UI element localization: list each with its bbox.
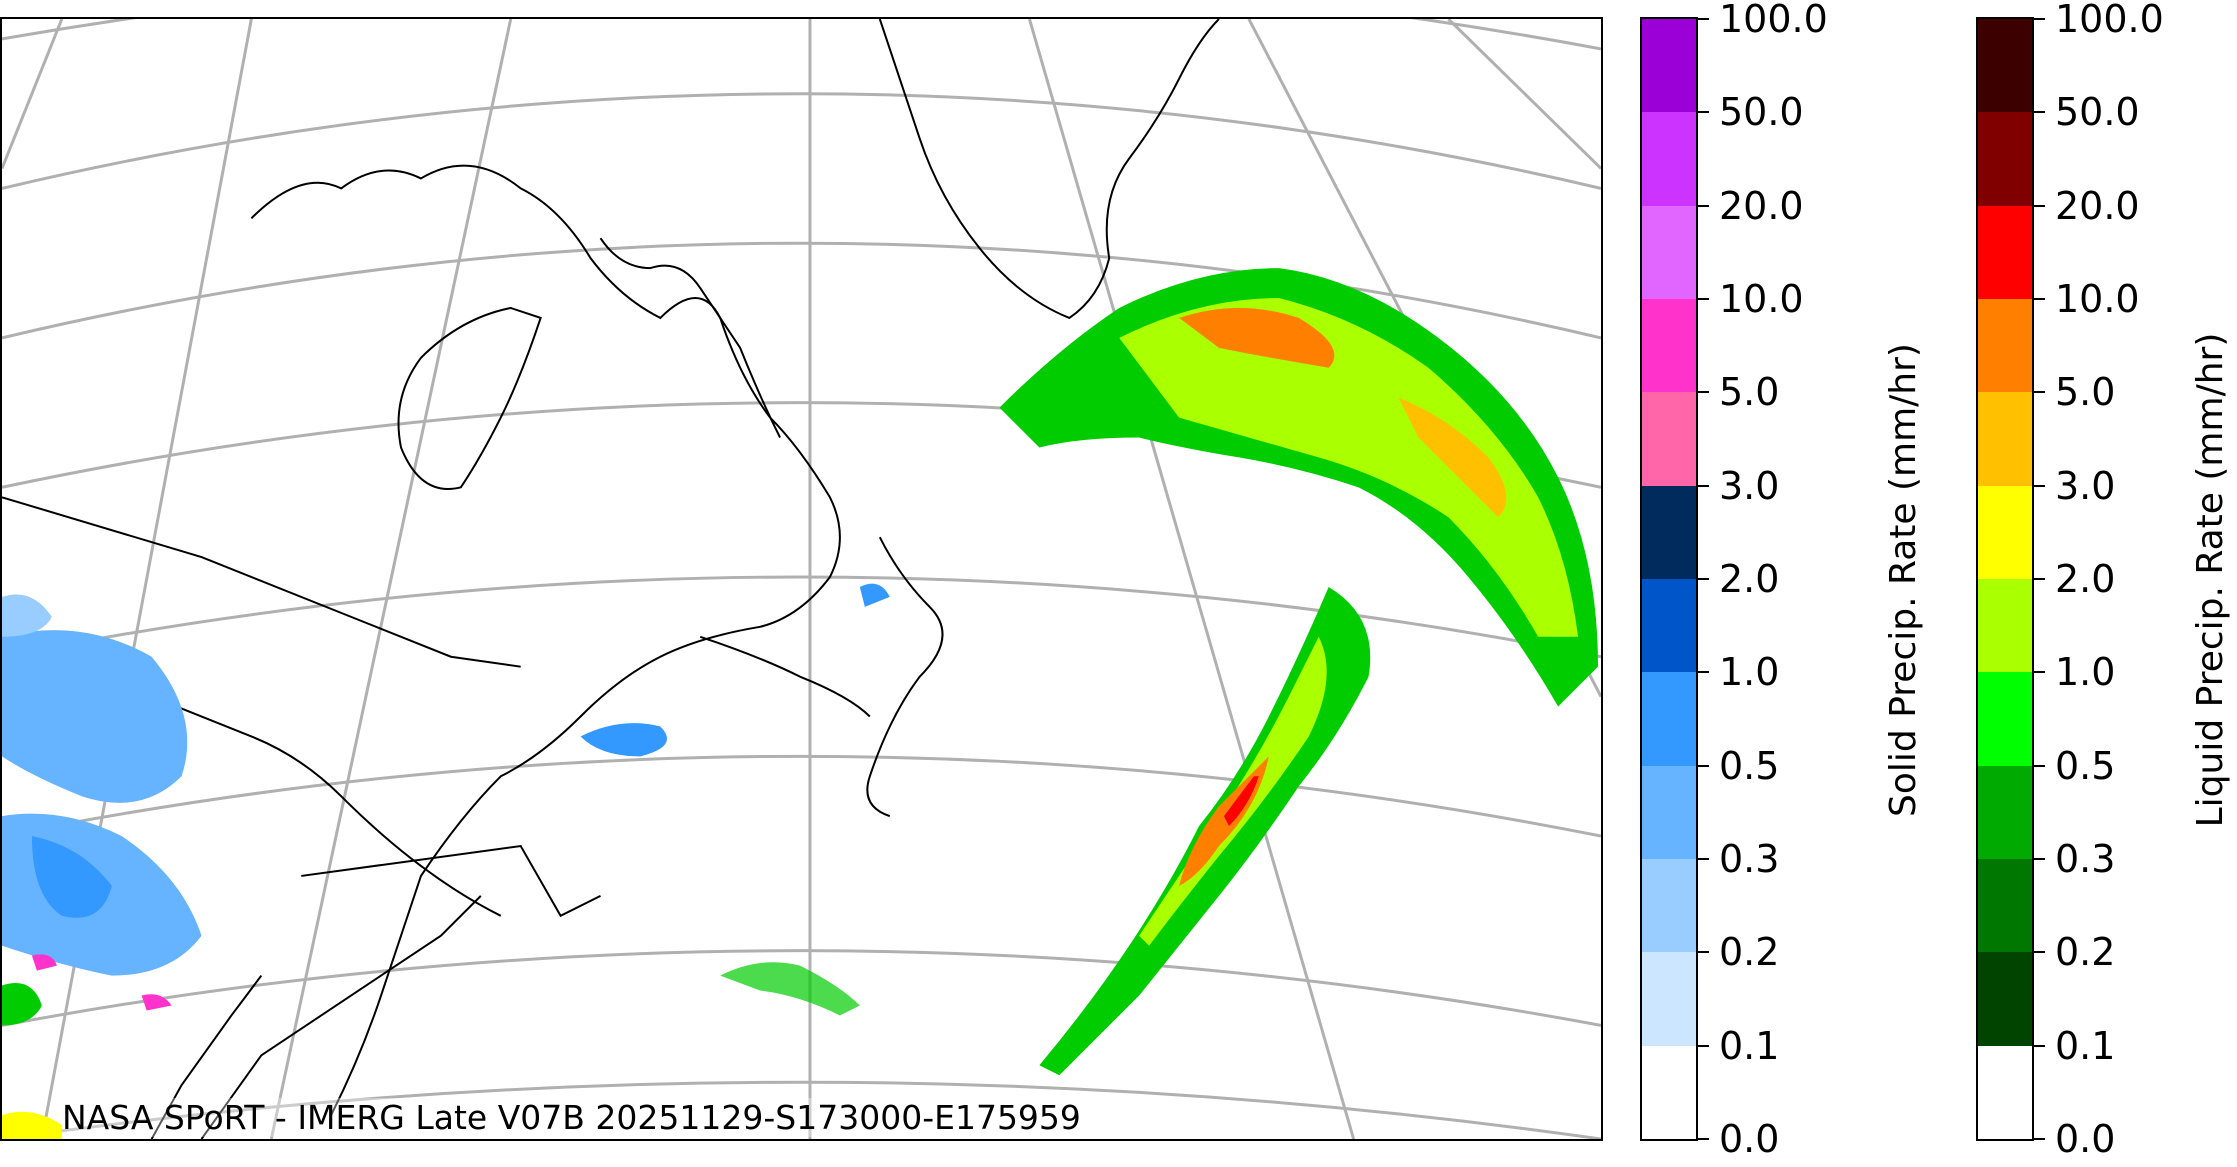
precipitation-map: NASA SPoRT - IMERG Late V07B 20251129-S1… <box>0 17 1603 1141</box>
coastlines <box>2 19 1220 1139</box>
tick-label: 5.0 <box>2055 370 2116 415</box>
liquid-colorbar-segment <box>1978 392 2032 487</box>
tick-mark <box>1697 204 1709 207</box>
tick-label: 1.0 <box>1719 650 1780 695</box>
tick-mark <box>2033 951 2045 954</box>
tick-label: 3.0 <box>2055 463 2116 508</box>
solid-colorbar-segment <box>1642 205 1696 300</box>
solid-colorbar-segment <box>1642 112 1696 207</box>
liquid-colorbar-segment <box>1978 672 2032 767</box>
tick-label: 1.0 <box>2055 650 2116 695</box>
liquid-colorbar-segment <box>1978 299 2032 393</box>
solid-colorbar-segment <box>1642 392 1696 487</box>
liquid-colorbar-segment <box>1978 765 2032 860</box>
liquid-colorbar <box>1976 17 2034 1141</box>
tick-mark <box>2033 1138 2045 1140</box>
tick-label: 50.0 <box>1719 90 1804 135</box>
tick-mark <box>2033 204 2045 207</box>
tick-label: 0.2 <box>2055 930 2116 975</box>
map-canvas <box>2 19 1601 1139</box>
solid-colorbar-segment <box>1642 765 1696 860</box>
tick-label: 2.0 <box>1719 557 1780 601</box>
solid-precipitation <box>2 583 890 1011</box>
tick-mark <box>2033 111 2045 114</box>
tick-label: 0.0 <box>2055 1117 2116 1161</box>
liquid-precipitation <box>2 268 1599 1139</box>
tick-mark <box>1697 1138 1709 1140</box>
latitude-lines <box>2 19 1601 1139</box>
tick-label: 10.0 <box>1719 277 1804 321</box>
tick-label: 10.0 <box>2055 277 2140 321</box>
tick-mark <box>1697 671 1709 674</box>
tick-mark <box>1697 578 1709 580</box>
tick-label: 3.0 <box>1719 463 1780 508</box>
liquid-colorbar-ticks: 100.0 50.0 20.0 10.0 5.0 3.0 2.0 1.0 0.5 0.3 0.2 0.… <box>2033 0 2193 1161</box>
solid-colorbar-segment <box>1642 672 1696 767</box>
tick-label: 0.1 <box>1719 1023 1780 1068</box>
tick-mark <box>2033 858 2045 860</box>
solid-colorbar-ticks: 100.0 50.0 20.0 10.0 5.0 3.0 2.0 1.0 0.5 0.3 0.2 0.… <box>1697 0 1857 1161</box>
tick-mark <box>2033 18 2045 20</box>
tick-mark <box>1697 298 1709 300</box>
tick-label: 0.5 <box>1719 743 1780 788</box>
tick-label: 20.0 <box>2055 183 2140 228</box>
tick-mark <box>2033 391 2045 394</box>
tick-mark <box>1697 18 1709 20</box>
liquid-colorbar-segment <box>1978 952 2032 1047</box>
solid-colorbar-segment <box>1642 579 1696 673</box>
solid-colorbar-segment <box>1642 1045 1696 1140</box>
tick-label: 0.2 <box>1719 930 1780 975</box>
tick-label: 0.3 <box>1719 837 1780 881</box>
tick-label: 100.0 <box>1719 0 1828 41</box>
solid-colorbar <box>1640 17 1698 1141</box>
liquid-colorbar-label: Liquid Precip. Rate (mm/hr) <box>2190 332 2231 828</box>
tick-label: 5.0 <box>1719 370 1780 415</box>
tick-label: 20.0 <box>1719 183 1804 228</box>
liquid-colorbar-segment <box>1978 1045 2032 1140</box>
tick-mark <box>2033 671 2045 674</box>
tick-mark <box>2033 484 2045 487</box>
map-credit: NASA SPoRT - IMERG Late V07B 20251129-S1… <box>62 1098 1081 1137</box>
tick-mark <box>1697 391 1709 394</box>
tick-mark <box>2033 764 2045 767</box>
tick-label: 0.3 <box>2055 837 2116 881</box>
tick-mark <box>1697 111 1709 114</box>
tick-label: 2.0 <box>2055 557 2116 601</box>
tick-mark <box>1697 1044 1709 1047</box>
liquid-colorbar-segment <box>1978 19 2032 113</box>
tick-mark <box>1697 484 1709 487</box>
solid-colorbar-segment <box>1642 19 1696 113</box>
liquid-colorbar-segment <box>1978 205 2032 300</box>
longitude-lines <box>2 19 1601 1139</box>
tick-mark <box>1697 858 1709 860</box>
tick-label: 0.1 <box>2055 1023 2116 1068</box>
tick-label: 0.0 <box>1719 1117 1780 1161</box>
solid-colorbar-label: Solid Precip. Rate (mm/hr) <box>1883 343 1924 817</box>
solid-colorbar-segment <box>1642 299 1696 393</box>
tick-mark <box>2033 1044 2045 1047</box>
tick-mark <box>1697 951 1709 954</box>
solid-colorbar-segment <box>1642 485 1696 580</box>
liquid-colorbar-segment <box>1978 485 2032 580</box>
tick-label: 50.0 <box>2055 90 2140 135</box>
tick-label: 0.5 <box>2055 743 2116 788</box>
liquid-colorbar-segment <box>1978 859 2032 953</box>
tick-label: 100.0 <box>2055 0 2164 41</box>
solid-colorbar-segment <box>1642 859 1696 953</box>
liquid-colorbar-segment <box>1978 112 2032 207</box>
tick-mark <box>1697 764 1709 767</box>
solid-colorbar-segment <box>1642 952 1696 1047</box>
tick-mark <box>2033 298 2045 300</box>
liquid-colorbar-segment <box>1978 579 2032 673</box>
tick-mark <box>2033 578 2045 580</box>
